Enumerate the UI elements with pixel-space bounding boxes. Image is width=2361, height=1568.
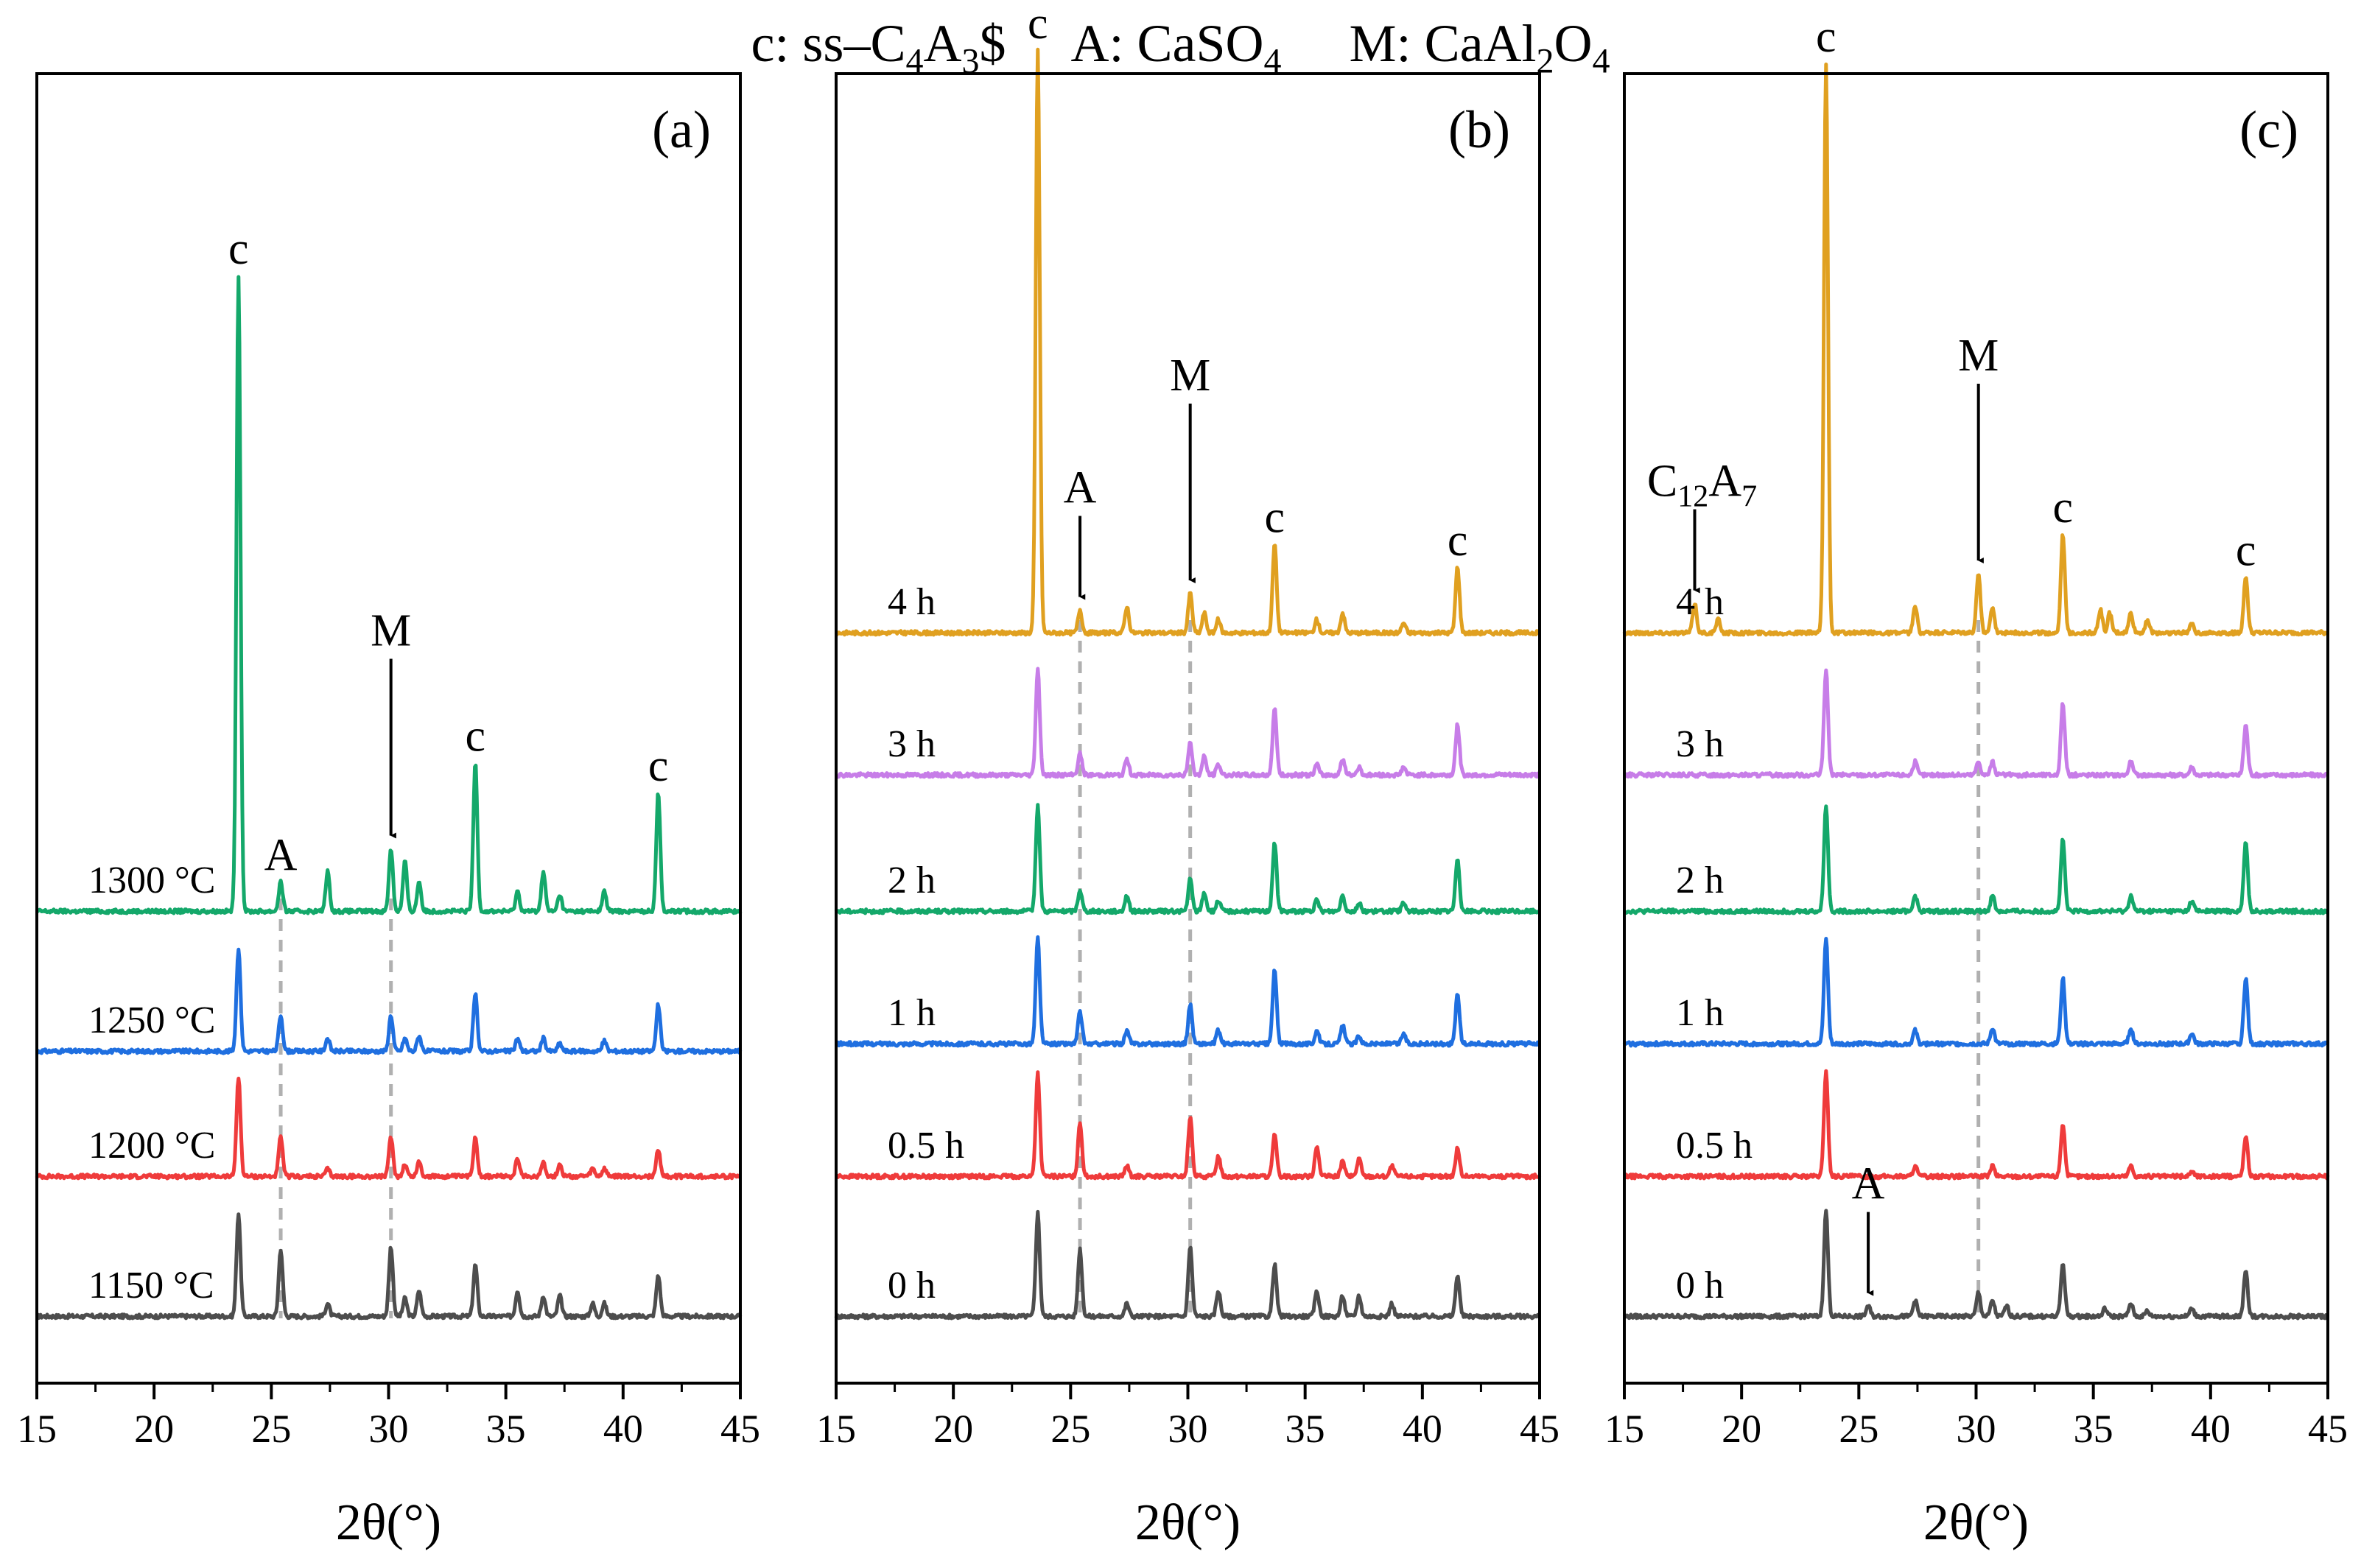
x-tick-label: 40 [603,1407,643,1451]
series-line [834,47,1541,637]
legend-a-key: A: [1070,14,1124,73]
x-tick-label: 45 [720,1407,760,1451]
legend-m-sub2: 4 [1592,41,1610,81]
series-label: 3 h [888,723,936,765]
x-tick-label: 15 [1604,1407,1644,1451]
peak-annotation: M [371,606,411,656]
series-line [1622,62,2329,637]
series-line [35,1212,743,1321]
series-line [35,947,743,1055]
series-label: 1300 °C [88,859,215,901]
x-tick-label: 20 [1722,1407,1761,1451]
series-label: 1150 °C [88,1265,214,1307]
peak-annotation: c [228,224,249,274]
peak-annotation: A [264,831,298,881]
legend-c-text: ss–C [802,14,906,73]
x-axis-label: 2θ(°) [1135,1494,1241,1551]
x-tick-label: 35 [486,1407,526,1451]
series-label: 3 h [1676,723,1724,765]
peak-annotation: c [1448,516,1468,566]
legend-m-key: M: [1349,14,1411,73]
series-line [1623,804,2329,915]
series-line [835,935,1541,1048]
x-axis-label: 2θ(°) [1923,1494,2029,1551]
series-line [1622,1209,2329,1321]
x-tick-label: 15 [816,1407,856,1451]
series-line [1623,1069,2330,1181]
panel-2: 0 h 0.5 h 1 h 2 h 3 h 4 h 15 20 25 30 35 40 45 2θ(°) (… [816,0,1560,1551]
legend-line: c: ss–C4A3$ A: CaSO4 M: CaAl2O4 [0,13,2361,81]
series-label: 1 h [1676,992,1724,1034]
series-line [834,1209,1541,1321]
peak-annotation: c [2236,526,2256,576]
legend-a-text: CaSO [1137,14,1264,73]
plot-frame [1623,72,2329,1385]
series-label: 0.5 h [888,1125,964,1167]
plot-frame [835,72,1541,1385]
peak-annotation: c [1265,493,1285,543]
panel-3: 0 h 0.5 h 1 h 2 h 3 h 4 h 15 20 25 30 35 40 45 2θ(°) (… [1604,12,2348,1551]
x-tick-label: 40 [2191,1407,2231,1451]
series-label: 4 h [1676,581,1724,623]
peak-annotation: A [1064,463,1097,513]
series-line [1622,668,2330,779]
series-line [35,1076,742,1181]
peak-annotation: C12A7 [1647,457,1757,514]
x-tick-label: 35 [1285,1407,1325,1451]
peak-annotation: c [466,711,486,762]
series-label: 1200 °C [88,1125,215,1167]
panel-label: (a) [652,100,711,159]
plot-frame [35,72,742,1385]
x-tick-label: 30 [369,1407,409,1451]
x-tick-label: 30 [1168,1407,1208,1451]
series-label: 2 h [888,859,936,901]
series-line [835,667,1541,779]
legend-m-text: CaAl [1424,14,1537,73]
x-tick-label: 35 [2074,1407,2113,1451]
legend-c-tail: $ [979,14,1006,73]
series-line [35,275,743,915]
series-line [1622,937,2330,1048]
x-tick-label: 25 [251,1407,291,1451]
series-line [834,803,1542,915]
x-tick-label: 20 [134,1407,174,1451]
series-line [835,1070,1542,1181]
x-axis-label: 2θ(°) [336,1494,441,1551]
x-tick-label: 15 [17,1407,57,1451]
series-label: 0 h [888,1265,936,1307]
x-tick-label: 25 [1050,1407,1090,1451]
panel-label: (b) [1448,100,1510,159]
x-tick-label: 45 [2308,1407,2348,1451]
legend-c-key: c: [751,14,790,73]
x-tick-label: 30 [1957,1407,1996,1451]
legend-c-mid: A [923,14,962,73]
peak-annotation: c [1028,0,1048,49]
peak-annotation: M [1958,331,1999,381]
peak-annotation: c [2053,482,2074,532]
x-tick-label: 40 [1403,1407,1442,1451]
series-label: 1250 °C [88,999,215,1041]
panel-label: (c) [2239,100,2298,159]
x-tick-label: 45 [1520,1407,1560,1451]
x-tick-label: 20 [933,1407,973,1451]
peak-annotation: c [1816,12,1836,62]
x-tick-label: 25 [1839,1407,1878,1451]
series-label: 4 h [888,581,936,623]
series-label: 1 h [888,992,936,1034]
peak-annotation: M [1170,351,1210,401]
series-label: 0 h [1676,1265,1724,1307]
series-label: 2 h [1676,859,1724,901]
series-label: 0.5 h [1676,1125,1753,1167]
peak-annotation: c [648,741,669,791]
panel-1: 1150 °C 1200 °C 1250 °C 1300 °C 15 20 25 30 35 40… [17,72,760,1551]
legend-m-mid: O [1554,14,1593,73]
peak-annotation: A [1852,1159,1885,1209]
